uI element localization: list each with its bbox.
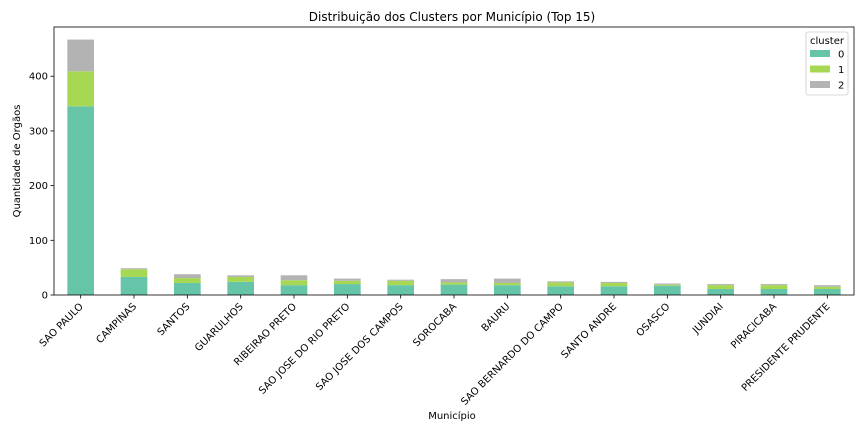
bar-segment <box>600 281 628 283</box>
bar-segment <box>600 282 628 287</box>
bar-segment <box>174 278 201 283</box>
bar-segment <box>334 284 361 295</box>
y-tick-label: 300 <box>29 126 48 137</box>
legend-swatch <box>810 81 830 88</box>
bar-segment <box>814 285 841 287</box>
y-tick-label: 0 <box>42 291 48 302</box>
bar-segment <box>600 286 628 295</box>
x-tick-label: SAO JOSE DOS CAMPOS <box>314 301 406 393</box>
y-axis: 0 100 200 300 400 <box>29 72 54 302</box>
legend-items: 0 1 2 <box>810 50 844 92</box>
y-tick-label: 100 <box>29 236 48 247</box>
x-tick-label: PIRACICABA <box>729 301 779 351</box>
bar-segment <box>440 282 468 285</box>
bar-segment <box>67 39 94 72</box>
bar-segment <box>227 281 254 295</box>
x-tick-label: SAO BERNARDO DO CAMPO <box>459 301 566 408</box>
bar-segment <box>227 275 254 277</box>
x-tick-label: SOROCABA <box>411 301 459 349</box>
x-tick-label: CAMPINAS <box>94 301 139 346</box>
x-tick-label: BAURU <box>480 301 513 334</box>
legend-label: 2 <box>838 81 844 92</box>
x-axis-label: Município <box>428 410 476 422</box>
bar-segment <box>387 280 414 286</box>
x-axis: SAO PAULO CAMPINAS SANTOS GUARULHOSRIBEIRAO… <box>38 295 833 408</box>
x-tick-label: GUARULHOS <box>193 301 246 354</box>
bar-segment <box>654 283 681 285</box>
bar-segment <box>120 268 148 270</box>
bar-segment <box>547 282 574 287</box>
x-tick-label: SANTO ANDRE <box>560 301 620 361</box>
bar-segment <box>707 285 734 289</box>
y-axis-label: Quantidade de Orgãos <box>12 105 23 218</box>
bar-segment <box>654 284 681 286</box>
bar-segment <box>494 285 521 295</box>
bar-segment <box>547 281 574 283</box>
bar-segment <box>174 274 201 279</box>
bar-segment <box>280 280 308 286</box>
plot-frame <box>53 26 855 296</box>
bar-segment <box>387 285 414 295</box>
y-tick-label: 400 <box>29 72 48 83</box>
bars-layer <box>67 39 841 295</box>
bar-segment <box>227 276 254 282</box>
bar-segment <box>440 284 468 295</box>
bar-segment <box>760 288 788 295</box>
legend-box <box>805 31 849 96</box>
bar-segment <box>707 284 734 286</box>
bar-segment <box>707 288 734 295</box>
bar-segment <box>334 278 361 281</box>
bar-segment <box>654 285 681 295</box>
bar-segment <box>494 278 521 283</box>
legend-swatch <box>810 50 830 57</box>
bar-segment <box>440 279 468 283</box>
bar-segment <box>67 106 94 295</box>
x-tick-label: SANTOS <box>156 301 193 338</box>
bar-segment <box>814 288 841 295</box>
bar-segment <box>760 285 788 289</box>
bar-segment <box>280 285 308 295</box>
bar-segment <box>494 282 521 286</box>
legend: cluster 0 1 2 <box>805 31 849 96</box>
chart-title: Distribuição dos Clusters por Município … <box>309 10 596 24</box>
bar-segment <box>814 286 841 289</box>
legend-title: cluster <box>810 36 845 47</box>
x-tick-label: SAO JOSE DO RIO PRETO <box>257 301 352 396</box>
bar-segment <box>760 284 788 286</box>
bar-segment <box>174 282 201 295</box>
x-tick-label: OSASCO <box>635 301 673 339</box>
bar-segment <box>67 71 94 107</box>
bar-segment <box>387 279 414 281</box>
bar-segment <box>280 275 308 281</box>
x-tick-label: PRESIDENTE PRUDENTE <box>740 301 833 394</box>
bar-segment <box>334 280 361 285</box>
bar-segment <box>120 269 148 277</box>
legend-swatch <box>810 65 830 73</box>
x-tick-label: SAO PAULO <box>38 301 86 349</box>
x-tick-label: JUNDIAI <box>690 301 725 336</box>
legend-label: 0 <box>838 50 844 61</box>
bar-segment <box>547 286 574 295</box>
y-tick-label: 200 <box>29 181 48 192</box>
bar-segment <box>120 276 148 295</box>
legend-label: 1 <box>838 65 844 76</box>
